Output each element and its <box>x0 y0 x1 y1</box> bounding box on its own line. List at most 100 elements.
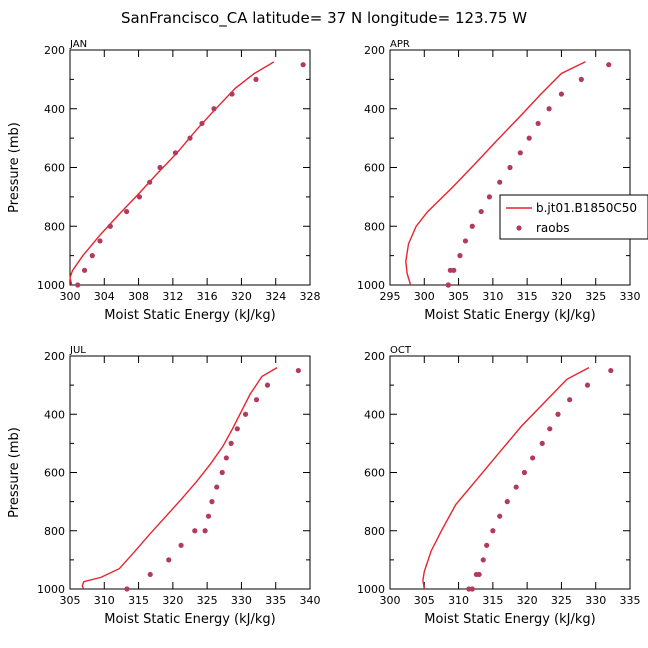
y-tick-label: 400 <box>364 103 385 116</box>
raobs-point <box>469 223 475 229</box>
x-tick-label: 340 <box>300 594 321 607</box>
raobs-point <box>89 253 95 259</box>
legend: b.jt01.B1850C50 raobs <box>499 194 648 240</box>
x-axis-label: Moist Static Energy (kJ/kg) <box>424 612 595 627</box>
x-tick-label: 315 <box>482 594 503 607</box>
raobs-point <box>486 194 493 200</box>
raobs-point <box>462 238 469 244</box>
raobs-point <box>166 557 172 563</box>
raobs-point <box>517 150 523 156</box>
raobs-point <box>81 267 88 273</box>
raobs-point <box>124 586 130 592</box>
legend-model-label: b.jt01.B1850C50 <box>536 201 637 215</box>
x-tick-label: 300 <box>414 290 435 303</box>
raobs-point <box>466 586 472 592</box>
x-tick-label: 335 <box>620 594 641 607</box>
raobs-point <box>497 179 503 185</box>
y-tick-label: 200 <box>364 44 385 57</box>
panel-title: OCT <box>390 345 412 356</box>
y-tick-label: 1000 <box>357 279 385 292</box>
raobs-point <box>530 455 536 461</box>
panel-jul: 305 310 315 320 325 330 335 340 200 400 600 800 1000… <box>7 345 321 627</box>
raobs-point <box>202 528 208 534</box>
model-series-line <box>81 366 278 590</box>
raobs-point <box>445 282 451 288</box>
raobs-point <box>228 440 234 446</box>
y-axis-label: Pressure (mb) <box>7 122 22 213</box>
x-tick-label: 310 <box>482 290 503 303</box>
raobs-point <box>229 91 235 97</box>
x-tick-label: 295 <box>380 290 401 303</box>
x-tick-label: 315 <box>517 290 538 303</box>
raobs-point <box>178 542 184 548</box>
raobs-point <box>567 397 573 403</box>
raobs-point <box>504 499 510 505</box>
model-series-line <box>405 61 586 286</box>
model-series-line <box>422 366 590 590</box>
figure-title: SanFrancisco_CA latitude= 37 N longitude… <box>121 9 527 28</box>
raobs-point <box>187 135 193 141</box>
y-tick-label: 600 <box>364 162 385 175</box>
raobs-point <box>209 499 215 505</box>
legend-box <box>499 194 648 240</box>
raobs-point <box>199 120 205 127</box>
x-tick-label: 305 <box>448 290 469 303</box>
y-tick-label: 200 <box>44 44 65 57</box>
raobs-point <box>214 484 220 490</box>
plot-frame <box>69 355 311 590</box>
raobs-point <box>535 120 541 127</box>
panel-apr: 295 300 305 310 315 320 325 330 200 400 600 800 1000… <box>357 39 641 323</box>
x-tick-label: 335 <box>265 594 286 607</box>
plot-frame <box>389 355 631 590</box>
y-tick-label: 800 <box>364 220 385 233</box>
raobs-point <box>606 62 612 68</box>
y-tick-label: 600 <box>44 467 65 480</box>
x-tick-label: 320 <box>517 594 538 607</box>
y-tick-label: 800 <box>44 220 65 233</box>
legend-obs-label: raobs <box>536 221 570 235</box>
raobs-point <box>539 440 545 446</box>
x-axis-label: Moist Static Energy (kJ/kg) <box>104 308 275 323</box>
x-tick-label: 320 <box>551 290 572 303</box>
x-tick-label: 330 <box>620 290 641 303</box>
raobs-point <box>75 282 81 288</box>
raobs-point <box>253 76 259 82</box>
x-tick-label: 325 <box>551 594 572 607</box>
raobs-point <box>147 571 153 578</box>
raobs-point <box>457 253 463 259</box>
y-tick-label: 1000 <box>37 583 65 596</box>
y-tick-label: 600 <box>364 467 385 480</box>
x-tick-label: 316 <box>197 290 218 303</box>
raobs-point <box>253 397 260 403</box>
raobs-point <box>211 106 217 112</box>
x-tick-label: 300 <box>60 290 81 303</box>
x-tick-label: 300 <box>380 594 401 607</box>
legend-point-swatch <box>516 225 522 231</box>
y-tick-label: 800 <box>364 525 385 538</box>
raobs-point <box>147 179 153 185</box>
raobs-point <box>497 513 503 519</box>
x-axis-label: Moist Static Energy (kJ/kg) <box>104 612 275 627</box>
x-tick-label: 312 <box>162 290 183 303</box>
raobs-point <box>219 469 225 476</box>
panel-title: JUL <box>69 345 86 356</box>
x-tick-label: 325 <box>585 290 606 303</box>
raobs-point <box>547 426 553 432</box>
x-tick-label: 328 <box>300 290 321 303</box>
x-tick-label: 325 <box>197 594 218 607</box>
raobs-point <box>480 557 486 563</box>
raobs-point <box>234 426 240 432</box>
raobs-point <box>192 528 198 534</box>
raobs-point <box>242 411 249 417</box>
raobs-point <box>295 367 301 374</box>
raobs-point <box>264 382 271 388</box>
raobs-point <box>558 91 565 97</box>
y-tick-label: 200 <box>364 350 385 363</box>
y-tick-label: 600 <box>44 162 65 175</box>
y-tick-label: 200 <box>44 350 65 363</box>
y-axis-label: Pressure (mb) <box>7 427 22 518</box>
x-tick-label: 305 <box>414 594 435 607</box>
raobs-point <box>172 150 179 156</box>
x-tick-label: 315 <box>128 594 149 607</box>
